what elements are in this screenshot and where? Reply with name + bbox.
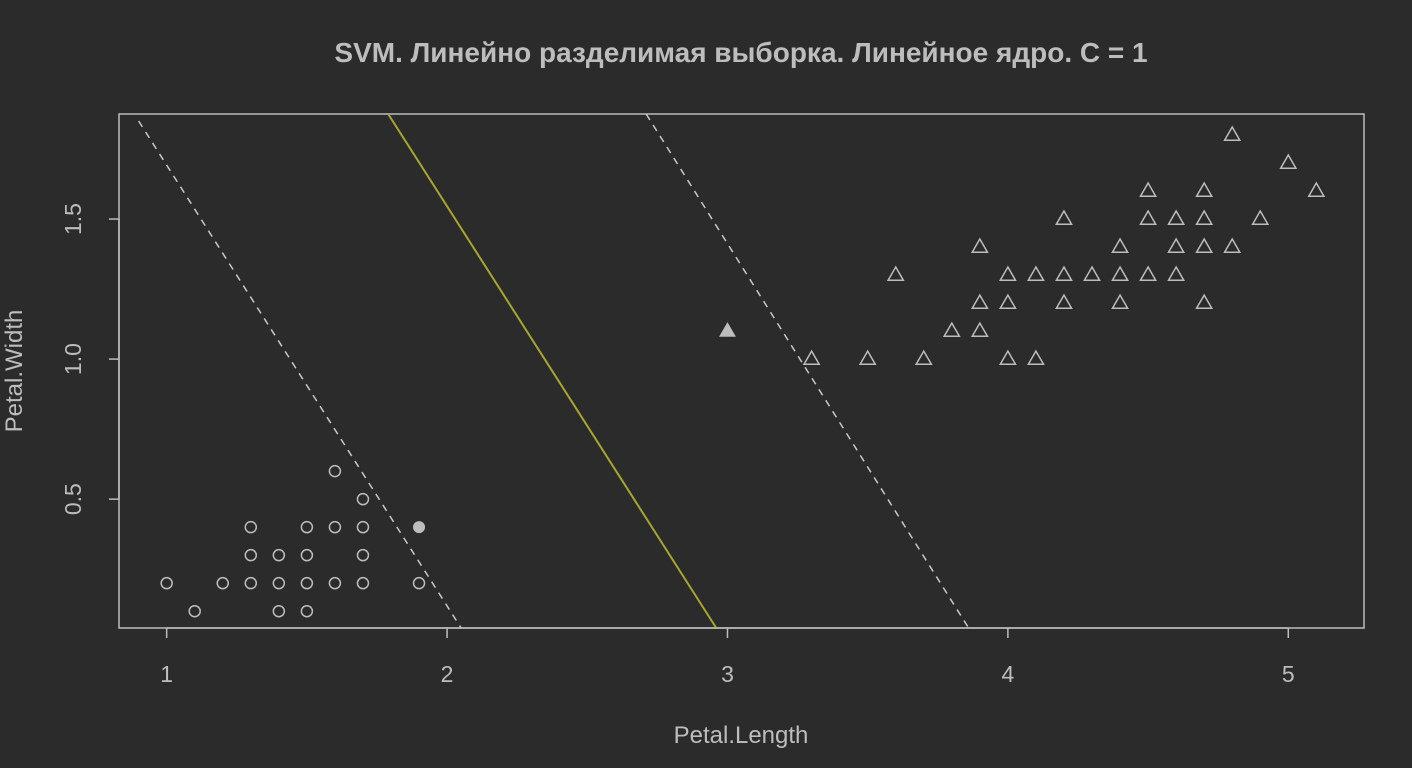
data-point-triangle [970, 237, 989, 254]
y-axis: 0.5 1.0 1.5 [60, 203, 120, 515]
data-point-triangle [998, 265, 1017, 282]
support-vector-circle [413, 521, 426, 534]
data-point-circle [160, 576, 173, 590]
data-point-circle [300, 520, 314, 534]
data-point-triangle [1307, 181, 1326, 197]
data-point-triangle [1167, 237, 1186, 254]
data-point-triangle [1083, 265, 1101, 282]
data-point-triangle [970, 293, 989, 310]
data-point-triangle [1111, 293, 1129, 310]
data-point-triangle [1139, 209, 1157, 225]
data-point-triangle [1195, 293, 1214, 310]
data-point-triangle [1223, 237, 1242, 254]
x-tick-label: 2 [441, 661, 454, 687]
y-axis-label: Petal.Width [1, 310, 28, 433]
margin-line [137, 120, 462, 629]
decision-boundary-line [387, 113, 718, 629]
data-point-circle [356, 548, 370, 562]
svm-lines [137, 113, 970, 629]
data-point-triangle [1279, 153, 1298, 169]
data-point-triangle [1055, 293, 1073, 310]
support-vector-triangle [719, 322, 736, 337]
data-point-circle [300, 576, 314, 590]
data-point-triangle [1167, 209, 1186, 225]
data-point-circle [272, 576, 286, 590]
data-point-triangle [1139, 265, 1157, 282]
data-point-circle [328, 576, 342, 590]
data-point-triangle [1195, 237, 1214, 254]
data-point-circle [300, 604, 314, 618]
data-point-circle [328, 520, 342, 534]
data-point-triangle [1055, 265, 1073, 282]
data-point-triangle [970, 321, 989, 338]
data-point-triangle [1139, 181, 1157, 197]
data-point-circle [412, 576, 426, 590]
x-tick-label: 5 [1282, 661, 1295, 687]
data-point-triangle [1167, 265, 1186, 282]
data-point-triangle [1195, 209, 1214, 225]
data-point-triangle [1195, 181, 1214, 197]
data-point-circle [244, 576, 258, 590]
x-tick-label: 1 [160, 661, 173, 687]
data-point-triangle [1111, 237, 1129, 254]
data-point-circle [216, 576, 229, 590]
margin-line [645, 113, 970, 629]
data-point-triangle [1027, 349, 1045, 366]
chart-title: SVM. Линейно разделимая выборка. Линейно… [334, 37, 1147, 68]
data-point-triangle [998, 293, 1017, 310]
x-axis-label: Petal.Length [674, 722, 809, 749]
data-point-circle [356, 520, 370, 534]
data-point-triangle [1027, 265, 1045, 282]
data-point-circle [300, 548, 314, 562]
data-point-triangle [858, 349, 877, 366]
data-point-circle [188, 604, 201, 618]
data-point-circle [272, 604, 286, 618]
y-tick-label: 1.0 [60, 343, 86, 375]
data-point-triangle [942, 321, 961, 338]
data-point-triangle [914, 349, 933, 366]
y-tick-label: 1.5 [60, 203, 86, 235]
x-tick-label: 3 [721, 661, 734, 687]
data-point-triangle [1111, 265, 1129, 282]
data-point-triangle [998, 349, 1017, 366]
data-point-circle [356, 576, 370, 590]
data-points [160, 125, 1326, 618]
x-tick-label: 4 [1001, 661, 1014, 687]
data-point-circle [328, 464, 342, 478]
data-point-triangle [802, 349, 821, 366]
data-point-circle [356, 492, 370, 506]
data-point-triangle [1223, 125, 1242, 141]
y-tick-label: 0.5 [60, 483, 86, 515]
x-axis: 1 2 3 4 5 [160, 627, 1295, 687]
data-point-triangle [1055, 209, 1073, 225]
data-point-triangle [1251, 209, 1270, 225]
data-point-circle [272, 548, 286, 562]
data-point-circle [244, 520, 258, 534]
data-point-triangle [886, 265, 905, 282]
data-point-circle [244, 548, 258, 562]
